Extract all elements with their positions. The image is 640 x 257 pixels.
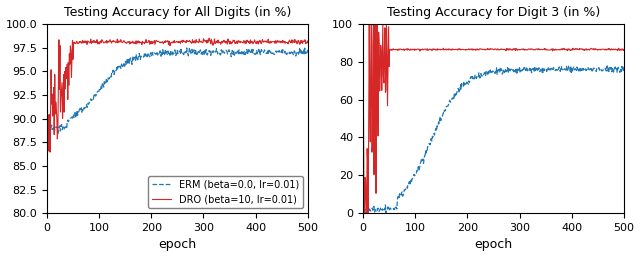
ERM (beta=0.0, lr=0.01): [168, 52, 175, 55]
DRO (beta=10, lr=0.01): [199, 41, 207, 44]
DRO (beta=10, lr=0.01): [46, 151, 54, 154]
DRO (beta=10, lr=0.01): [304, 39, 312, 42]
Line: ERM (beta=0.0, lr=0.01): ERM (beta=0.0, lr=0.01): [47, 48, 308, 133]
ERM (beta=0.0, lr=0.01): [299, 51, 307, 54]
ERM (beta=0.0, lr=0.01): [258, 49, 266, 52]
Title: Testing Accuracy for All Digits (in %): Testing Accuracy for All Digits (in %): [64, 6, 291, 19]
X-axis label: epoch: epoch: [158, 238, 196, 251]
DRO (beta=10, lr=0.01): [170, 40, 177, 43]
Title: Testing Accuracy for Digit 3 (in %): Testing Accuracy for Digit 3 (in %): [387, 6, 600, 19]
DRO (beta=10, lr=0.01): [258, 40, 266, 43]
X-axis label: epoch: epoch: [474, 238, 513, 251]
ERM (beta=0.0, lr=0.01): [186, 46, 193, 49]
ERM (beta=0.0, lr=0.01): [170, 53, 177, 56]
ERM (beta=0.0, lr=0.01): [44, 128, 51, 131]
ERM (beta=0.0, lr=0.01): [304, 48, 312, 51]
DRO (beta=10, lr=0.01): [299, 42, 307, 45]
ERM (beta=0.0, lr=0.01): [200, 50, 207, 53]
DRO (beta=10, lr=0.01): [205, 37, 213, 40]
DRO (beta=10, lr=0.01): [44, 103, 51, 106]
ERM (beta=0.0, lr=0.01): [185, 52, 193, 55]
DRO (beta=10, lr=0.01): [168, 41, 175, 44]
Line: DRO (beta=10, lr=0.01): DRO (beta=10, lr=0.01): [47, 38, 308, 152]
Legend: ERM (beta=0.0, lr=0.01), DRO (beta=10, lr=0.01): ERM (beta=0.0, lr=0.01), DRO (beta=10, l…: [148, 176, 303, 208]
DRO (beta=10, lr=0.01): [185, 40, 193, 43]
ERM (beta=0.0, lr=0.01): [54, 132, 62, 135]
